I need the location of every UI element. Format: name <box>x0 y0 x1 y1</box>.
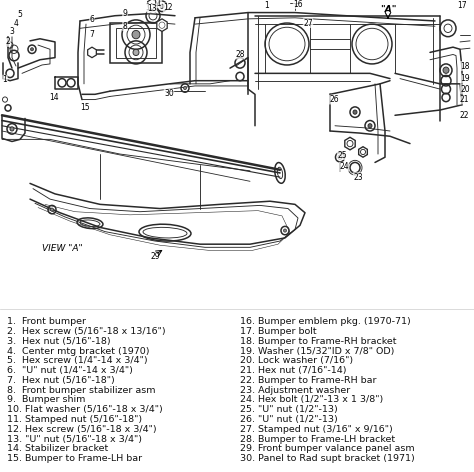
Circle shape <box>132 30 140 39</box>
Circle shape <box>30 48 34 51</box>
Text: 1: 1 <box>264 1 269 10</box>
Text: 1: 1 <box>3 75 8 84</box>
Circle shape <box>133 49 139 56</box>
Text: 21. Hex nut (7/16"-14): 21. Hex nut (7/16"-14) <box>240 366 346 375</box>
Text: 18. Bumper to Frame-RH bracket: 18. Bumper to Frame-RH bracket <box>240 337 396 346</box>
Text: 4.  Center mtg bracket (1970): 4. Center mtg bracket (1970) <box>7 346 149 355</box>
Text: 20: 20 <box>460 84 470 93</box>
Text: 16. Bumper emblem pkg. (1970-71): 16. Bumper emblem pkg. (1970-71) <box>240 317 411 326</box>
Text: 11: 11 <box>152 0 162 8</box>
Text: 15. Bumper to Frame-LH bar: 15. Bumper to Frame-LH bar <box>7 454 142 463</box>
Text: 7.  Hex nut (5/16"-18"): 7. Hex nut (5/16"-18") <box>7 376 115 385</box>
Text: 19. Washer (15/32"ID x 7/8" OD): 19. Washer (15/32"ID x 7/8" OD) <box>240 346 394 355</box>
Polygon shape <box>88 47 96 58</box>
Text: 17: 17 <box>457 1 467 10</box>
Text: 11. Stamped nut (5/16"-18"): 11. Stamped nut (5/16"-18") <box>7 415 142 424</box>
Circle shape <box>368 124 372 128</box>
Text: 28. Bumper to Frame-LH bracket: 28. Bumper to Frame-LH bracket <box>240 435 395 444</box>
Circle shape <box>183 86 186 90</box>
Bar <box>116 28 156 58</box>
Text: VIEW "A": VIEW "A" <box>42 244 82 253</box>
Text: 26. "U" nut (1/2"-13): 26. "U" nut (1/2"-13) <box>240 415 338 424</box>
Text: 5.  Hex screw (1/4"-14 x 3/4"): 5. Hex screw (1/4"-14 x 3/4") <box>7 356 147 365</box>
Text: 3: 3 <box>9 27 14 36</box>
Text: 8: 8 <box>123 22 128 31</box>
Text: 12. Hex screw (5/16"-18 x 3/4"): 12. Hex screw (5/16"-18 x 3/4") <box>7 425 156 434</box>
Polygon shape <box>345 137 355 150</box>
Text: 22: 22 <box>459 111 469 120</box>
Text: 29: 29 <box>150 252 160 261</box>
Circle shape <box>443 67 449 73</box>
Circle shape <box>160 4 164 8</box>
Text: 20. Lock washer (7/16"): 20. Lock washer (7/16") <box>240 356 353 365</box>
Text: 27. Stamped nut (3/16" x 9/16"): 27. Stamped nut (3/16" x 9/16") <box>240 425 393 434</box>
Text: 30. Panel to Rad supt bracket (1971): 30. Panel to Rad supt bracket (1971) <box>240 454 415 463</box>
Text: 30: 30 <box>164 89 174 98</box>
Text: "A": "A" <box>380 5 396 14</box>
Text: 2: 2 <box>6 37 10 46</box>
Text: 10: 10 <box>145 3 155 12</box>
Bar <box>110 23 162 63</box>
Text: 25: 25 <box>337 151 347 160</box>
Circle shape <box>353 110 357 114</box>
Polygon shape <box>359 147 367 157</box>
Text: 9: 9 <box>123 9 128 18</box>
Text: 9.  Bumper shim: 9. Bumper shim <box>7 396 85 405</box>
Circle shape <box>283 229 286 232</box>
Text: 21: 21 <box>459 95 469 104</box>
Text: 27: 27 <box>303 18 313 27</box>
Text: 6.  "U" nut (1/4"-14 x 3/4"): 6. "U" nut (1/4"-14 x 3/4") <box>7 366 133 375</box>
Text: 15: 15 <box>80 103 90 112</box>
Text: 1.  Front bumper: 1. Front bumper <box>7 317 86 326</box>
Text: 24. Hex bolt (1/2"-13 x 1 3/8"): 24. Hex bolt (1/2"-13 x 1 3/8") <box>240 396 383 405</box>
Text: 13: 13 <box>147 4 157 13</box>
Text: 23: 23 <box>353 173 363 182</box>
Text: 13. "U" nut (5/16"-18 x 3/4"): 13. "U" nut (5/16"-18 x 3/4") <box>7 435 142 444</box>
Text: 28: 28 <box>235 50 245 59</box>
Text: 14: 14 <box>49 93 59 102</box>
Text: 4: 4 <box>14 18 18 27</box>
Text: 2.  Hex screw (5/16"-18 x 13/16"): 2. Hex screw (5/16"-18 x 13/16") <box>7 327 165 336</box>
Text: 17. Bumper bolt: 17. Bumper bolt <box>240 327 317 336</box>
Circle shape <box>10 127 14 131</box>
Text: 6: 6 <box>90 16 94 25</box>
Polygon shape <box>157 19 167 32</box>
Text: 3.  Hex nut (5/16"-18): 3. Hex nut (5/16"-18) <box>7 337 110 346</box>
Text: 25. "U" nut (1/2"-13): 25. "U" nut (1/2"-13) <box>240 405 338 414</box>
Text: 10. Flat washer (5/16"-18 x 3/4"): 10. Flat washer (5/16"-18 x 3/4") <box>7 405 163 414</box>
Text: 8.  Front bumper stabilizer asm: 8. Front bumper stabilizer asm <box>7 386 155 395</box>
Text: 19: 19 <box>460 74 470 83</box>
Circle shape <box>51 208 54 211</box>
Text: 12: 12 <box>163 3 173 12</box>
Text: 7: 7 <box>90 30 94 39</box>
Text: 23. Adjustment washer: 23. Adjustment washer <box>240 386 350 395</box>
Text: 18: 18 <box>460 61 470 70</box>
Text: 24: 24 <box>339 162 349 171</box>
Text: 5: 5 <box>18 10 22 19</box>
Text: 14. Stabilizer bracket: 14. Stabilizer bracket <box>7 445 108 454</box>
Polygon shape <box>148 0 156 9</box>
Text: 16: 16 <box>293 0 303 8</box>
Text: 22. Bumper to Frame-RH bar: 22. Bumper to Frame-RH bar <box>240 376 376 385</box>
Text: 29. Front bumper valance panel asm: 29. Front bumper valance panel asm <box>240 445 415 454</box>
Text: 26: 26 <box>329 95 339 104</box>
